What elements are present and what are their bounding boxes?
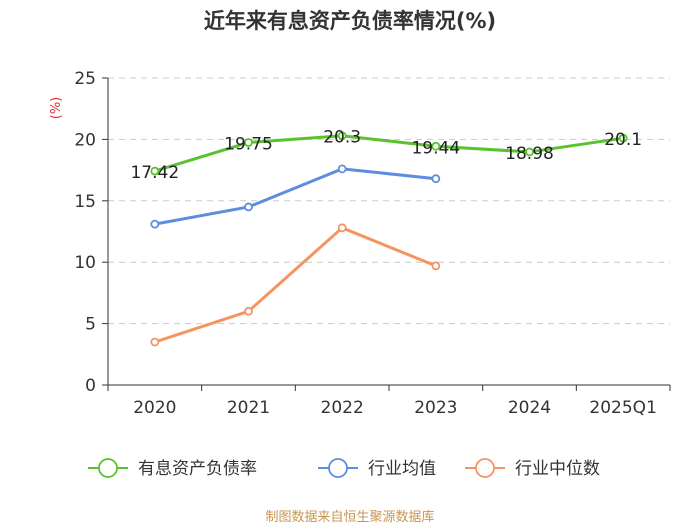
data-point[interactable]: [244, 306, 253, 316]
legend-marker: [98, 458, 118, 478]
data-label: 20.1: [604, 130, 642, 150]
axes: 0 5 10 15 20 25 2020 2021 2022 2023 2024 2025Q1: [74, 69, 671, 418]
chart-title: 近年来有息资产负债率情况(%): [204, 9, 496, 33]
data-label: 19.44: [411, 138, 460, 158]
series: [150, 131, 628, 347]
legend-label: 有息资产负债率: [138, 459, 257, 479]
grid: [108, 77, 670, 325]
data-labels: 17.42 19.75 20.3 19.44 18.98 20.1: [130, 128, 642, 183]
x-tick-label: 2021: [227, 398, 270, 418]
data-point[interactable]: [244, 138, 253, 147]
data-point[interactable]: [431, 174, 441, 184]
data-label: 17.42: [130, 163, 179, 183]
legend-label: 行业中位数: [515, 459, 600, 479]
y-tick-label: 0: [85, 376, 96, 396]
legend-marker: [475, 458, 495, 478]
data-point[interactable]: [431, 261, 441, 271]
y-tick-label: 20: [74, 130, 96, 150]
x-tick-label: 2020: [133, 398, 176, 418]
series-line-2: [154, 226, 437, 344]
data-label: 18.98: [505, 144, 554, 164]
data-point[interactable]: [337, 223, 347, 233]
legend-item-1[interactable]: 行业均值: [318, 458, 436, 479]
data-point[interactable]: [150, 337, 160, 347]
legend[interactable]: 有息资产负债率 行业均值 行业中位数: [88, 458, 600, 479]
x-tick-label: 2022: [321, 398, 364, 418]
x-tick-label: 2024: [508, 398, 551, 418]
data-label: 19.75: [224, 134, 273, 154]
series-line-0: [154, 134, 624, 173]
data-label: 20.3: [323, 128, 361, 148]
legend-item-0[interactable]: 有息资产负债率: [88, 458, 257, 479]
data-point[interactable]: [337, 164, 347, 174]
y-tick-label: 10: [74, 253, 96, 273]
y-tick-label: 5: [85, 315, 96, 335]
legend-label: 行业均值: [368, 459, 436, 479]
legend-marker: [328, 458, 348, 478]
data-point[interactable]: [244, 202, 253, 212]
source-note: 制图数据来自恒生聚源数据库: [265, 509, 434, 525]
y-tick-label: 25: [74, 69, 96, 89]
x-tick-label: 2023: [414, 398, 457, 418]
legend-item-2[interactable]: 行业中位数: [465, 458, 600, 479]
series-line-1: [154, 167, 436, 226]
y-tick-label: 15: [74, 192, 96, 212]
data-point[interactable]: [337, 131, 347, 141]
data-point[interactable]: [150, 219, 160, 229]
y-axis-label: (%): [49, 97, 64, 120]
x-tick-label: 2025Q1: [589, 398, 656, 418]
data-point[interactable]: [150, 166, 160, 176]
data-point[interactable]: [431, 141, 441, 151]
data-point[interactable]: [618, 133, 628, 143]
data-point[interactable]: [525, 147, 534, 157]
